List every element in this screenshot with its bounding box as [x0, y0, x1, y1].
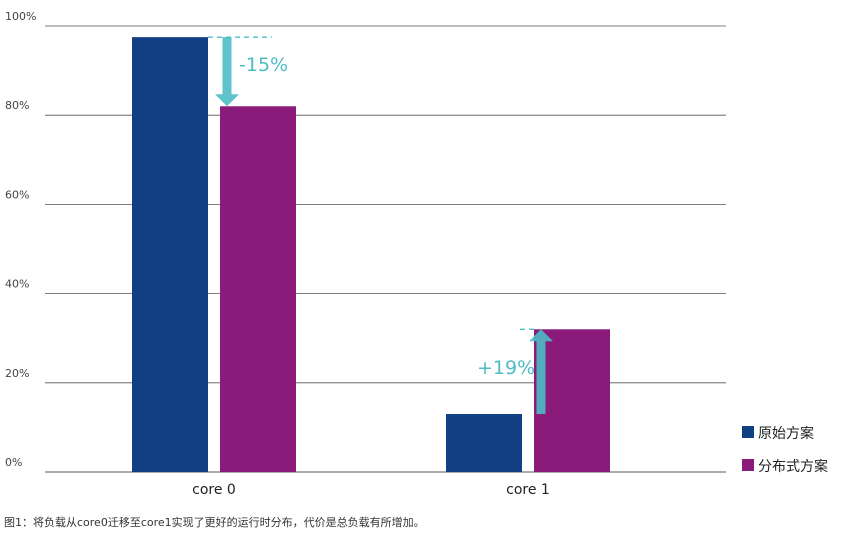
y-axis-ticks: 0% 20% 40% 60% 80% 100%	[5, 10, 36, 469]
y-tick-label: 80%	[5, 99, 29, 112]
arrow-up-icon	[529, 329, 553, 415]
bar	[132, 37, 208, 473]
legend-swatch	[742, 459, 754, 471]
x-category-label: core 0	[192, 482, 236, 498]
figure-caption: 图1：将负载从core0迁移至core1实现了更好的运行时分布，代价是总负载有所…	[4, 516, 425, 529]
y-tick-label: 20%	[5, 367, 29, 380]
legend-swatch	[742, 426, 754, 438]
legend-label: 分布式方案	[758, 458, 828, 475]
annotations: -15% +19%	[208, 36, 553, 415]
arrow-down-icon	[215, 37, 239, 107]
change-percent-label: +19%	[477, 357, 535, 379]
bars	[132, 37, 610, 473]
y-tick-label: 60%	[5, 188, 29, 201]
x-category-label: core 1	[506, 482, 550, 498]
bar	[446, 414, 522, 472]
y-tick-label: 0%	[5, 456, 22, 469]
y-tick-label: 100%	[5, 10, 36, 23]
change-percent-label: -15%	[239, 54, 288, 76]
bar	[534, 329, 610, 472]
x-axis-labels: core 0 core 1	[192, 482, 550, 498]
bar	[220, 106, 296, 472]
legend-label: 原始方案	[758, 425, 814, 442]
bar-chart: 0% 20% 40% 60% 80% 100% -15% +19% core 0 core 1…	[5, 10, 828, 498]
y-tick-label: 40%	[5, 278, 29, 291]
